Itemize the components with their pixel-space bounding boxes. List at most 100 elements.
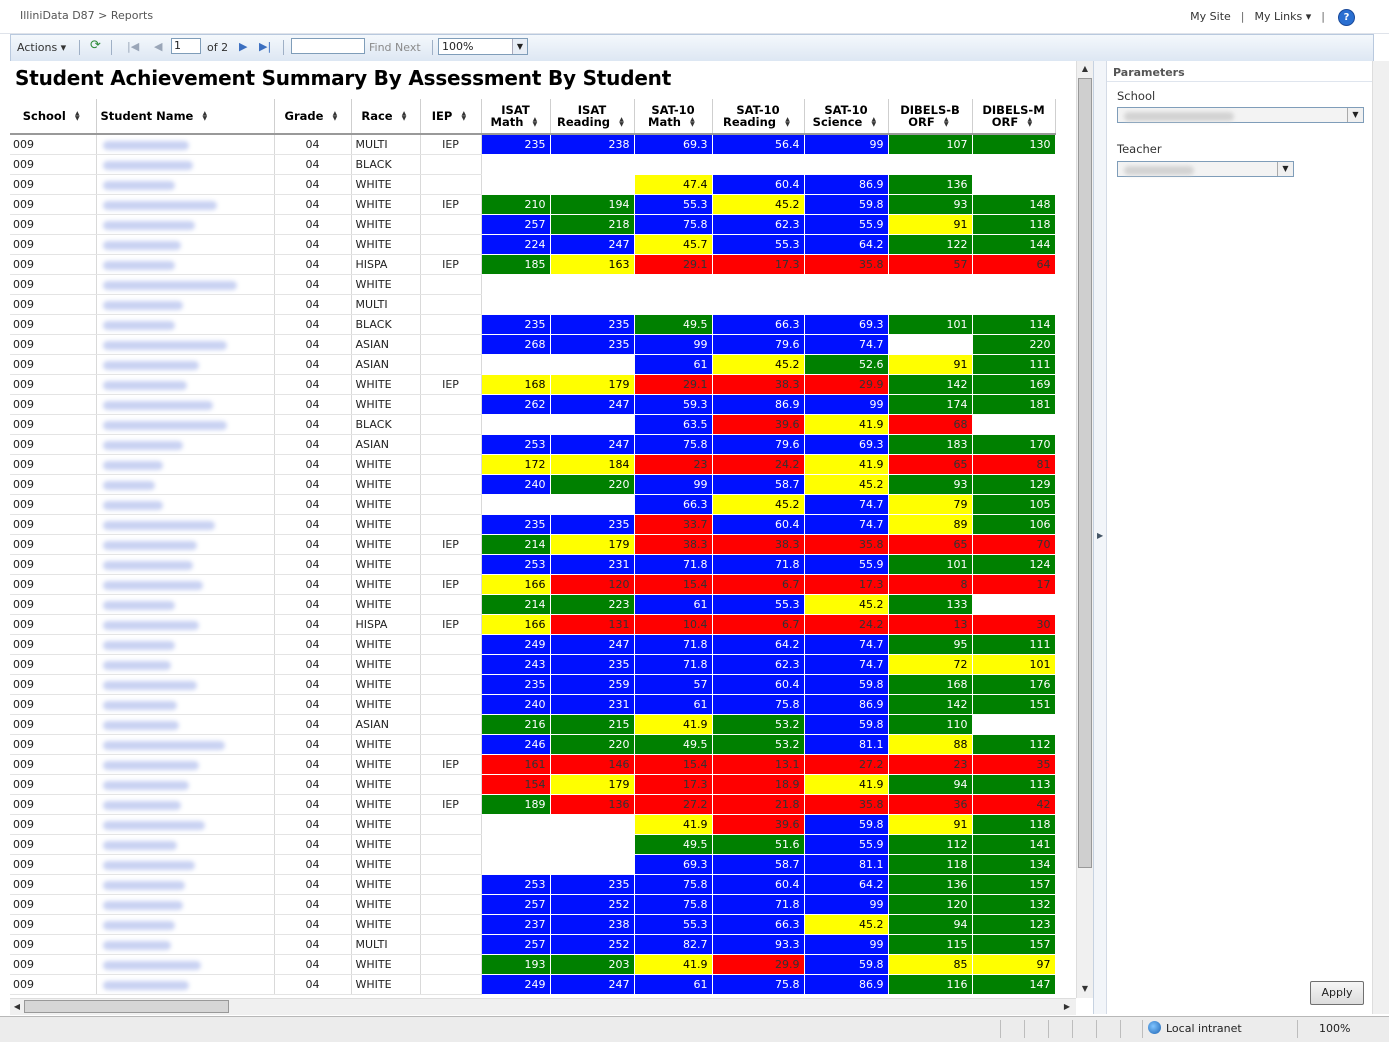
redacted-student-name[interactable]	[102, 420, 227, 430]
column-header[interactable]: ISAT Math ▲▼	[481, 99, 551, 135]
redacted-student-name[interactable]	[102, 860, 195, 870]
redacted-student-name[interactable]	[102, 280, 237, 290]
sort-icon[interactable]: ▲▼	[784, 116, 791, 126]
redacted-student-name[interactable]	[102, 540, 197, 550]
redacted-student-name[interactable]	[102, 340, 227, 350]
breadcrumb[interactable]: IlliniData D87 > Reports	[20, 9, 154, 22]
sort-icon[interactable]: ▲▼	[73, 110, 81, 120]
column-header[interactable]: School ▲▼	[10, 99, 97, 135]
redacted-student-name[interactable]	[102, 580, 203, 590]
column-header[interactable]: DIBELS-B ORF ▲▼	[888, 99, 973, 135]
redacted-student-name[interactable]	[102, 700, 177, 710]
horizontal-scrollbar[interactable]: ◀ ▶	[10, 998, 1076, 1015]
redacted-student-name[interactable]	[102, 440, 183, 450]
redacted-student-name[interactable]	[102, 460, 163, 470]
redacted-student-name[interactable]	[102, 780, 189, 790]
column-header[interactable]: ISAT Reading ▲▼	[550, 99, 635, 135]
redacted-student-name[interactable]	[102, 620, 199, 630]
school-select[interactable]: ▼	[1117, 107, 1364, 123]
redacted-student-name[interactable]	[102, 500, 163, 510]
column-header[interactable]: SAT-10 Reading ▲▼	[712, 99, 805, 135]
redacted-student-name[interactable]	[102, 960, 201, 970]
parameters-splitter[interactable]: ▶	[1093, 61, 1107, 1014]
chevron-down-icon[interactable]: ▼	[512, 39, 527, 54]
previous-page-icon[interactable]: ◀	[154, 40, 163, 53]
redacted-student-name[interactable]	[102, 560, 193, 570]
scrollbar-thumb[interactable]	[1078, 78, 1092, 868]
sort-icon[interactable]: ▲▼	[870, 116, 878, 126]
sort-icon[interactable]: ▲▼	[942, 116, 950, 126]
redacted-student-name[interactable]	[102, 160, 193, 170]
score-cell	[634, 154, 713, 175]
sort-icon[interactable]: ▲▼	[201, 110, 209, 120]
redacted-student-name[interactable]	[102, 240, 181, 250]
zoom-select[interactable]: 100% ▼	[438, 38, 528, 55]
redacted-student-name[interactable]	[102, 480, 155, 490]
last-page-icon[interactable]: ▶|	[259, 40, 272, 53]
sort-icon[interactable]: ▲▼	[400, 110, 408, 120]
chevron-down-icon[interactable]: ▼	[1347, 108, 1363, 122]
sort-icon[interactable]: ▲▼	[688, 116, 696, 126]
help-icon[interactable]: ?	[1338, 9, 1355, 26]
actions-menu[interactable]: Actions ▾	[17, 41, 67, 54]
redacted-student-name[interactable]	[102, 300, 183, 310]
column-header[interactable]: IEP ▲▼	[420, 99, 482, 135]
find-next-button[interactable]: Find Next	[369, 41, 421, 54]
redacted-student-name[interactable]	[102, 220, 195, 230]
column-header[interactable]: Student Name ▲▼	[96, 99, 275, 135]
scroll-down-icon[interactable]: ▼	[1081, 984, 1089, 993]
redacted-student-name[interactable]	[102, 520, 215, 530]
column-header[interactable]: DIBELS-M ORF ▲▼	[972, 99, 1056, 135]
redacted-student-name[interactable]	[102, 600, 175, 610]
redacted-student-name[interactable]	[102, 720, 179, 730]
redacted-student-name[interactable]	[102, 680, 197, 690]
redacted-student-name[interactable]	[102, 140, 189, 150]
my-links-menu[interactable]: My Links ▾	[1254, 10, 1312, 23]
redacted-student-name[interactable]	[102, 760, 199, 770]
redacted-student-name[interactable]	[102, 180, 175, 190]
next-page-icon[interactable]: ▶	[239, 40, 248, 53]
column-header[interactable]: Race ▲▼	[351, 99, 421, 135]
sort-icon[interactable]: ▲▼	[531, 116, 539, 126]
scroll-right-icon[interactable]: ▶	[1063, 1002, 1071, 1011]
apply-button[interactable]: Apply	[1310, 981, 1364, 1005]
redacted-student-name[interactable]	[102, 820, 205, 830]
redacted-student-name[interactable]	[102, 660, 171, 670]
redacted-student-name[interactable]	[102, 800, 181, 810]
redacted-student-name[interactable]	[102, 740, 225, 750]
chevron-down-icon[interactable]: ▼	[1277, 162, 1293, 176]
redacted-student-name[interactable]	[102, 920, 175, 930]
column-header[interactable]: SAT-10 Science ▲▼	[804, 99, 889, 135]
sort-icon[interactable]: ▲▼	[618, 116, 625, 126]
vertical-scrollbar[interactable]: ▲ ▼	[1076, 61, 1094, 998]
sort-icon[interactable]: ▲▼	[331, 110, 339, 120]
page-scrollbar[interactable]	[1372, 61, 1389, 1014]
collapse-arrow-icon[interactable]: ▶	[1097, 531, 1104, 540]
redacted-student-name[interactable]	[102, 880, 185, 890]
first-page-icon[interactable]: |◀	[127, 40, 140, 53]
redacted-student-name[interactable]	[102, 980, 189, 990]
refresh-icon[interactable]: ⟳	[90, 38, 101, 53]
redacted-student-name[interactable]	[102, 380, 187, 390]
redacted-student-name[interactable]	[102, 640, 175, 650]
zoom-level[interactable]: 100%	[1319, 1022, 1351, 1035]
page-number-input[interactable]: 1	[171, 38, 201, 54]
redacted-student-name[interactable]	[102, 400, 213, 410]
redacted-student-name[interactable]	[102, 840, 177, 850]
column-header[interactable]: Grade ▲▼	[274, 99, 352, 135]
redacted-student-name[interactable]	[102, 320, 175, 330]
column-header[interactable]: SAT-10 Math ▲▼	[634, 99, 713, 135]
redacted-student-name[interactable]	[102, 900, 183, 910]
redacted-student-name[interactable]	[102, 940, 171, 950]
redacted-student-name[interactable]	[102, 360, 199, 370]
my-site-link[interactable]: My Site	[1190, 10, 1231, 23]
find-text-input[interactable]	[291, 38, 365, 54]
sort-icon[interactable]: ▲▼	[1026, 116, 1034, 126]
sort-icon[interactable]: ▲▼	[460, 110, 468, 120]
redacted-student-name[interactable]	[102, 200, 217, 210]
scrollbar-thumb[interactable]	[24, 1000, 229, 1013]
teacher-select[interactable]: ▼	[1117, 161, 1294, 177]
scroll-left-icon[interactable]: ◀	[13, 1002, 21, 1011]
redacted-student-name[interactable]	[102, 260, 175, 270]
scroll-up-icon[interactable]: ▲	[1081, 64, 1089, 73]
